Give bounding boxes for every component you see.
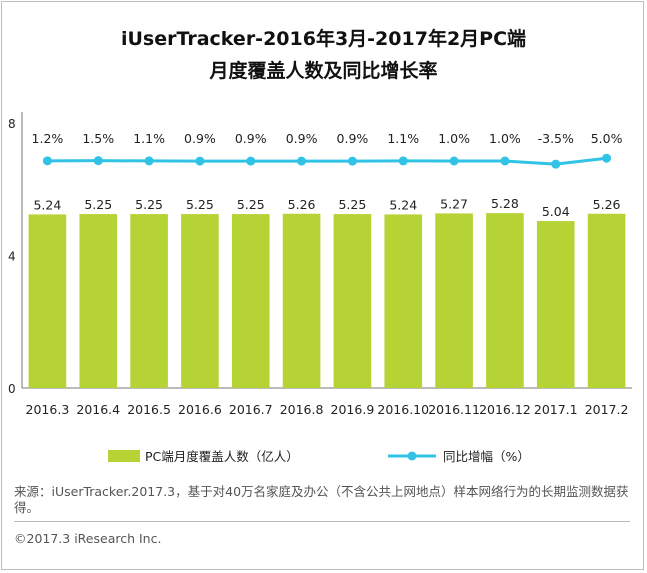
growth-point: [246, 156, 256, 166]
y-tick-label: 4: [8, 250, 16, 264]
legend-line-label: 同比增幅（%）: [443, 449, 530, 464]
bar-value-label: 5.27: [440, 196, 468, 211]
bar-value-label: 5.25: [237, 197, 265, 212]
legend-line-marker: [407, 451, 417, 461]
chart-title-line2: 月度覆盖人数及同比增长率: [209, 60, 438, 82]
x-tick-label: 2016.7: [229, 402, 273, 417]
bar: [486, 213, 524, 388]
x-tick-label: 2016.3: [26, 402, 70, 417]
growth-point: [93, 156, 103, 166]
bar-value-label: 5.28: [491, 196, 519, 211]
growth-value-label: 1.2%: [32, 131, 64, 146]
x-tick-label: 2016.4: [76, 402, 120, 417]
growth-value-label: 0.9%: [184, 131, 216, 146]
x-tick-label: 2016.8: [280, 402, 324, 417]
growth-point: [551, 159, 561, 169]
x-tick-label: 2016.5: [127, 402, 171, 417]
growth-point: [449, 156, 459, 166]
bar-value-label: 5.25: [338, 197, 366, 212]
y-tick-label: 0: [8, 382, 16, 396]
growth-point: [500, 156, 510, 166]
growth-value-label: 1.1%: [133, 131, 165, 146]
bar: [333, 214, 372, 388]
growth-value-label: 0.9%: [286, 131, 318, 146]
bar: [181, 214, 219, 388]
bar: [384, 214, 423, 388]
growth-point: [297, 156, 307, 166]
x-tick-label: 2016.9: [331, 402, 375, 417]
growth-point: [347, 156, 357, 166]
bar: [231, 214, 270, 388]
bar: [536, 221, 575, 388]
bar: [435, 213, 473, 388]
growth-value-label: 5.0%: [591, 131, 623, 146]
growth-value-label: 0.9%: [337, 131, 369, 146]
bar-value-label: 5.24: [389, 197, 417, 212]
chart-canvas: 0 4 8 5.24 5.25 5.25 5.25 5.25 5.26 5.25 5.24 5.27 5…: [8, 112, 632, 464]
bar-value-label: 5.26: [288, 197, 316, 212]
bar-value-label: 5.25: [84, 197, 112, 212]
growth-value-label: 1.0%: [489, 131, 521, 146]
growth-value-label: 1.1%: [387, 131, 419, 146]
x-tick-label: 2017.1: [534, 402, 578, 417]
y-tick-label: 8: [8, 117, 16, 131]
source-note: 来源：iUserTracker.2017.3，基于对40万名家庭及办公（不含公共…: [14, 484, 629, 515]
legend-bar-label: PC端月度覆盖人数（亿人）: [145, 449, 299, 464]
bar: [130, 214, 168, 388]
growth-point: [195, 156, 205, 166]
growth-value-label: 0.9%: [235, 131, 267, 146]
bar-value-label: 5.26: [593, 197, 621, 212]
growth-line: [47, 156, 607, 166]
x-tick-label: 2016.6: [178, 402, 222, 417]
growth-value-label: -3.5%: [538, 131, 574, 146]
divider: [14, 521, 630, 522]
bar: [28, 214, 67, 388]
bar: [587, 213, 626, 388]
growth-point: [42, 156, 52, 166]
bar-value-label: 5.24: [33, 197, 61, 212]
x-tick-label: 2016.10: [377, 402, 429, 417]
bar: [79, 214, 118, 388]
bar: [282, 213, 321, 388]
legend-bar-swatch: [108, 450, 140, 462]
bar-value-label: 5.25: [135, 197, 163, 212]
growth-value-label: 1.5%: [82, 131, 114, 146]
growth-point: [144, 156, 154, 166]
x-tick-label: 2017.2: [585, 402, 629, 417]
bar-value-label: 5.25: [186, 197, 214, 212]
growth-point: [398, 156, 408, 166]
growth-point: [602, 153, 612, 163]
copyright: ©2017.3 iResearch Inc.: [14, 531, 162, 546]
x-tick-label: 2016.11: [428, 402, 480, 417]
growth-value-label: 1.0%: [438, 131, 470, 146]
x-tick-label: 2016.12: [479, 402, 531, 417]
bar-value-label: 5.04: [542, 204, 570, 219]
chart-title-line1: iUserTracker-2016年3月-2017年2月PC端: [120, 28, 527, 50]
